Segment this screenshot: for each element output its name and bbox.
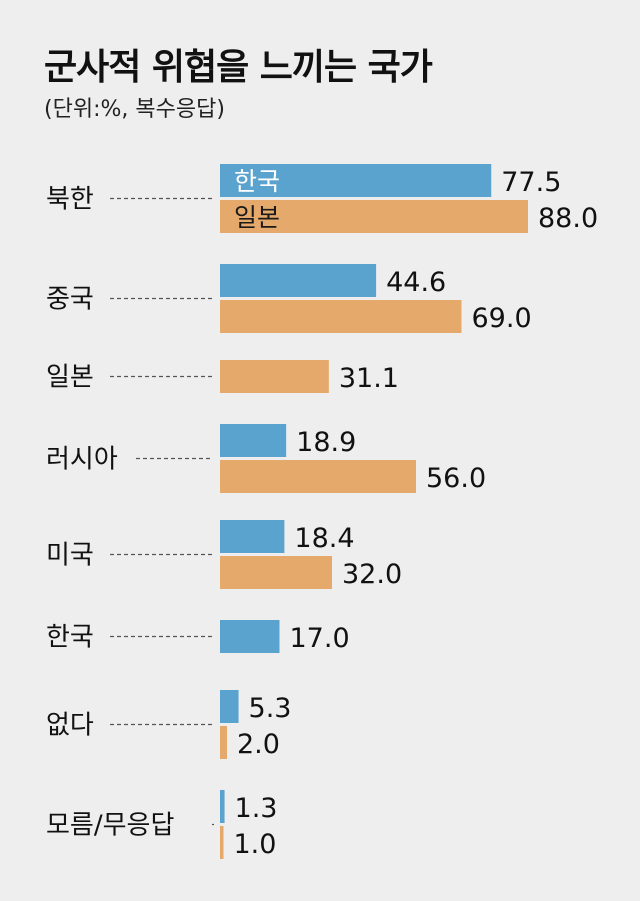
category-label: 러시아 — [46, 445, 118, 475]
bar-korea — [220, 790, 225, 823]
value-label: 88.0 — [538, 203, 598, 234]
value-label: 18.4 — [294, 523, 354, 554]
value-label: 1.3 — [235, 793, 278, 824]
value-label: 56.0 — [426, 463, 486, 494]
value-label: 32.0 — [342, 559, 402, 590]
category-label: 중국 — [46, 285, 94, 315]
bar-korea — [220, 620, 280, 653]
value-label: 17.0 — [290, 623, 350, 654]
category-label: 없다 — [46, 711, 94, 741]
bar-japan — [220, 300, 462, 333]
value-label: 18.9 — [296, 427, 356, 458]
chart-subtitle: (단위:%, 복수응답) — [44, 97, 225, 122]
value-label: 2.0 — [237, 729, 280, 760]
category-label: 한국 — [46, 623, 94, 653]
value-label: 1.0 — [234, 829, 277, 860]
chart-title: 군사적 위협을 느끼는 국가 — [44, 47, 433, 88]
bar-japan — [220, 556, 332, 589]
legend-label-japan: 일본 — [234, 203, 280, 232]
value-label: 69.0 — [472, 303, 532, 334]
bar-japan — [220, 460, 416, 493]
bar-japan — [220, 726, 227, 759]
bar-japan — [220, 826, 224, 859]
value-label: 77.5 — [501, 167, 561, 198]
bar-korea — [220, 424, 287, 457]
category-label: 북한 — [46, 185, 94, 215]
category-label: 일본 — [46, 363, 94, 393]
bar-korea — [220, 264, 377, 297]
bar-korea — [220, 164, 492, 197]
value-label: 5.3 — [249, 693, 292, 724]
legend-label-korea: 한국 — [234, 167, 280, 196]
category-label: 모름/무응답 — [46, 811, 174, 841]
category-label: 미국 — [46, 541, 94, 571]
bar-korea — [220, 520, 285, 553]
bar-japan — [220, 360, 329, 393]
value-label: 44.6 — [386, 267, 446, 298]
bar-japan — [220, 200, 528, 233]
value-label: 31.1 — [339, 363, 399, 394]
bar-korea — [220, 690, 239, 723]
